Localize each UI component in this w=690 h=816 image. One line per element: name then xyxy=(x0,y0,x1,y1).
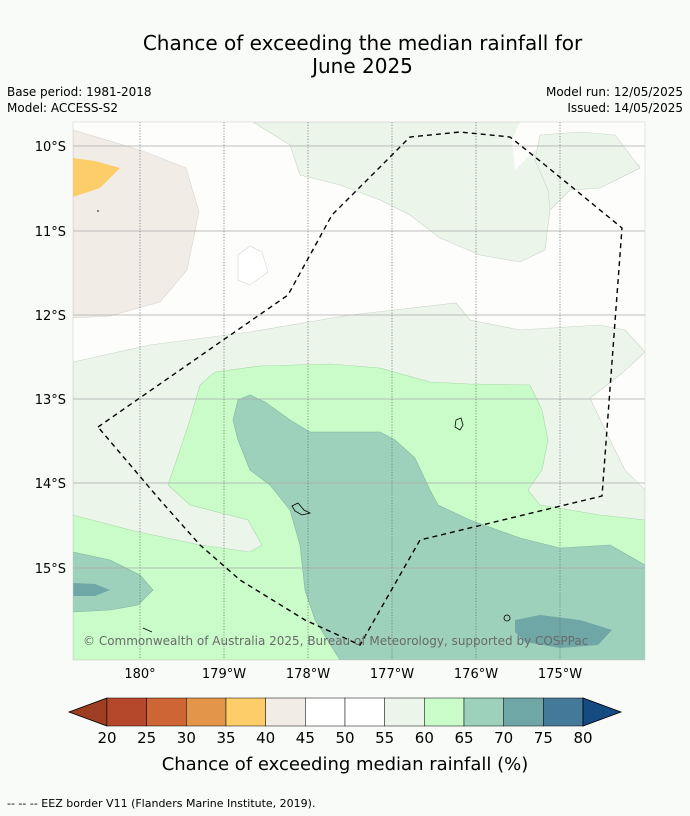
lon-label-179w: 179°W xyxy=(202,667,246,682)
map-figure: © Commonwealth of Australia 2025, Bureau… xyxy=(35,121,646,775)
lon-label-176w: 176°W xyxy=(454,667,498,682)
colorbar: 20 25 30 35 40 45 50 55 60 65 70 75 80 xyxy=(67,697,623,747)
colorbar-tick-label: 55 xyxy=(375,729,394,747)
colorbar-bin xyxy=(265,697,306,727)
colorbar-tick-label: 25 xyxy=(137,729,156,747)
lat-label-13s: 13°S xyxy=(35,393,66,408)
issued-date: Issued: 14/05/2025 xyxy=(567,101,683,115)
colorbar-tick-label: 65 xyxy=(454,729,473,747)
colorbar-tick-label: 75 xyxy=(534,729,553,747)
colorbar-extend-low xyxy=(67,697,108,727)
lon-label-177w: 177°W xyxy=(370,667,414,682)
region-65-70 xyxy=(232,394,645,660)
colorbar-bin xyxy=(543,697,584,727)
colorbar-bin xyxy=(146,697,187,727)
colorbar-bin xyxy=(424,697,465,727)
lat-label-11s: 11°S xyxy=(35,225,66,240)
patch-white xyxy=(237,245,269,286)
colorbar-bin xyxy=(344,697,385,727)
lon-gridlines xyxy=(139,122,561,660)
map-plot-area: © Commonwealth of Australia 2025, Bureau… xyxy=(73,122,645,660)
base-period: Base period: 1981-2018 xyxy=(7,85,152,99)
model-run: Model run: 12/05/2025 xyxy=(545,85,683,99)
lat-gridlines xyxy=(73,145,645,569)
model-name: Model: ACCESS-S2 xyxy=(7,101,119,115)
region-70-75-south xyxy=(515,615,612,648)
island-wallis xyxy=(454,417,464,431)
region-35-40 xyxy=(73,158,120,197)
meta-left: Base period: 1981-2018 Model: ACCESS-S2 xyxy=(7,84,152,116)
lat-label-15s: 15°S xyxy=(35,562,66,577)
lon-label-178w: 178°W xyxy=(286,667,330,682)
colorbar-extend-high xyxy=(582,697,623,727)
lat-label-10s: 10°S xyxy=(35,140,66,155)
colorbar-tick-label: 30 xyxy=(177,729,196,747)
copyright-text: © Commonwealth of Australia 2025, Bureau… xyxy=(83,634,588,648)
eez-legend: -- -- -- EEZ border V11 (Flanders Marine… xyxy=(7,797,316,810)
eez-border xyxy=(96,131,623,646)
colorbar-bin xyxy=(106,697,147,727)
region-65-70-west xyxy=(73,551,154,613)
colorbar-label: Chance of exceeding median rainfall (%) xyxy=(162,754,529,775)
island-dot xyxy=(97,210,99,212)
colorbar-tick-label: 50 xyxy=(335,729,354,747)
region-70-75-west xyxy=(73,583,110,596)
lat-labels: 10°S 11°S 12°S 13°S 14°S 15°S xyxy=(35,140,66,577)
colorbar-tick-label: 70 xyxy=(494,729,513,747)
region-55-60-ne xyxy=(534,131,641,211)
colorbar-bin xyxy=(503,697,544,727)
lat-label-14s: 14°S xyxy=(35,477,66,492)
colorbar-tick-label: 60 xyxy=(415,729,434,747)
colorbar-bin xyxy=(384,697,425,727)
colorbar-tick-label: 45 xyxy=(296,729,315,747)
lon-label-180: 180° xyxy=(124,667,155,682)
title-line-2: June 2025 xyxy=(312,54,413,78)
colorbar-bin xyxy=(186,697,227,727)
colorbar-tick-label: 40 xyxy=(256,729,275,747)
colorbar-bin xyxy=(305,697,346,727)
lat-label-12s: 12°S xyxy=(35,309,66,324)
colorbar-tick-label: 80 xyxy=(573,729,592,747)
colorbar-tick-label: 20 xyxy=(97,729,116,747)
colorbar-bin xyxy=(463,697,504,727)
colorbar-bin xyxy=(225,697,266,727)
map-frame xyxy=(72,121,646,661)
island-small-south xyxy=(503,614,511,622)
title-line-1: Chance of exceeding the median rainfall … xyxy=(142,31,583,55)
meta-right: Model run: 12/05/2025 Issued: 14/05/2025 xyxy=(546,84,683,116)
island-futuna xyxy=(291,502,312,516)
lon-labels: 180° 179°W 178°W 177°W 176°W 175°W xyxy=(124,667,582,682)
colorbar-tick-label: 35 xyxy=(216,729,235,747)
lon-label-175w: 175°W xyxy=(538,667,582,682)
map-title: Chance of exceeding the median rainfall … xyxy=(0,32,690,78)
island-sliver xyxy=(142,627,153,633)
